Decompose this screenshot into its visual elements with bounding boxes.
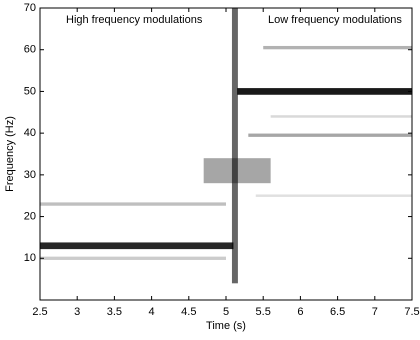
ridge xyxy=(40,242,234,250)
y-tick-label: 20 xyxy=(24,210,36,222)
x-tick-label: 6.5 xyxy=(330,306,345,318)
ridge xyxy=(263,45,412,50)
y-tick-label: 50 xyxy=(24,85,36,97)
x-tick-label: 6 xyxy=(297,306,303,318)
x-tick-label: 4.5 xyxy=(181,306,196,318)
ridge xyxy=(237,88,412,95)
x-tick-label: 4 xyxy=(149,306,155,318)
x-tick-label: 7 xyxy=(372,306,378,318)
ridge xyxy=(255,194,412,197)
y-tick-label: 30 xyxy=(24,169,36,181)
x-axis-label: Time (s) xyxy=(206,320,246,332)
annotation: Low frequency modulations xyxy=(268,14,402,26)
y-tick-label: 60 xyxy=(24,44,36,56)
x-tick-label: 3 xyxy=(74,306,80,318)
annotation: High frequency modulations xyxy=(66,14,203,26)
ridge xyxy=(231,8,238,284)
ridge xyxy=(248,133,412,137)
ridge xyxy=(40,202,226,206)
y-tick-label: 40 xyxy=(24,127,36,139)
x-tick-label: 2.5 xyxy=(32,306,47,318)
ridge xyxy=(40,256,226,260)
x-tick-label: 5 xyxy=(223,306,229,318)
y-axis-label: Frequency (Hz) xyxy=(4,116,16,192)
ridge xyxy=(270,115,412,118)
y-tick-label: 70 xyxy=(24,2,36,14)
y-tick-label: 10 xyxy=(24,252,36,264)
x-tick-label: 5.5 xyxy=(256,306,271,318)
x-tick-label: 7.5 xyxy=(404,306,419,318)
plot-frame xyxy=(39,7,413,301)
x-tick-label: 3.5 xyxy=(107,306,122,318)
